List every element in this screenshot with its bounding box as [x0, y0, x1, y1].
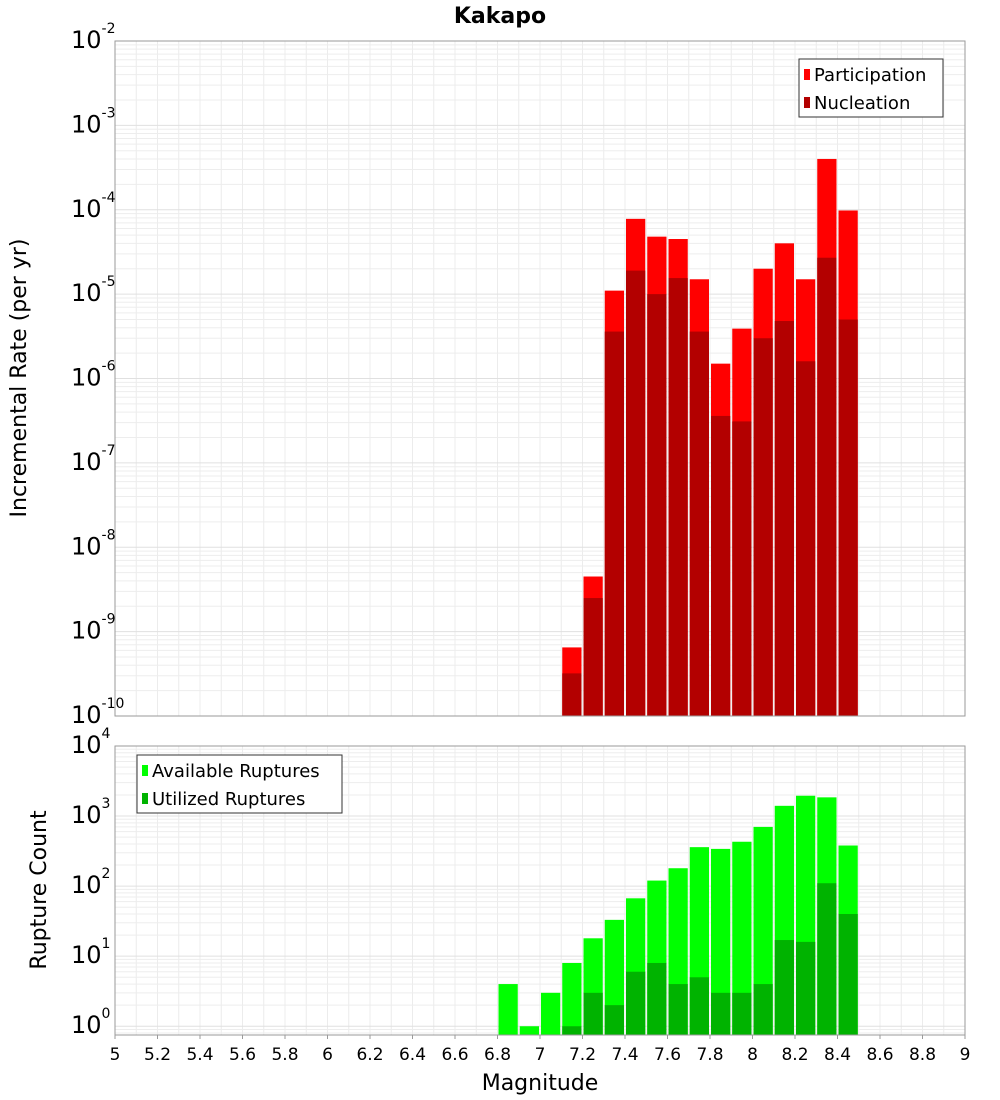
count-bar-utilized-ruptures [583, 992, 603, 1035]
count-bar-utilized-ruptures [732, 992, 752, 1035]
count-y-ticks: 100 101 102 103 104 [71, 726, 111, 1039]
x-tick-label: 8 [747, 1045, 758, 1065]
rate-y-tick-label: 10-7 [71, 443, 116, 476]
rate-plot-frame [114, 40, 966, 717]
count-legend-label: Available Ruptures [152, 761, 320, 782]
x-tick-label: 5.8 [271, 1045, 298, 1065]
count-bar-utilized-ruptures [711, 992, 731, 1035]
count-bar-utilized-ruptures [668, 984, 688, 1035]
rate-legend-swatch [804, 69, 810, 80]
x-tick-label: 7.6 [654, 1045, 681, 1065]
x-tick-label: 7.4 [611, 1045, 638, 1065]
count-bar-available-ruptures [711, 848, 731, 1035]
x-tick-label: 6.6 [441, 1045, 468, 1065]
x-tick-label: 6.4 [399, 1045, 426, 1065]
x-tick-label: 6.8 [484, 1045, 511, 1065]
rate-bars [562, 158, 858, 717]
rate-y-tick-label: 10-9 [71, 612, 116, 645]
count-bar-utilized-ruptures [626, 971, 646, 1035]
chart-title: Kakapo [454, 4, 546, 29]
rate-bar-nucleation [838, 319, 858, 716]
count-bar-utilized-ruptures [796, 941, 816, 1035]
count-legend-label: Utilized Ruptures [152, 789, 305, 810]
x-tick-label: 8.8 [909, 1045, 936, 1065]
rate-y-tick-label: 10-4 [71, 190, 116, 223]
count-bar-available-ruptures [519, 1026, 539, 1035]
x-tick-label: 5.6 [229, 1045, 256, 1065]
rate-legend-label: Participation [814, 65, 926, 86]
x-tick-label: 7 [535, 1045, 546, 1065]
count-bar-utilized-ruptures [838, 914, 858, 1035]
rate-bar-nucleation [647, 294, 667, 716]
rate-panel: 10-10 10-9 10-8 10-7 10-6 10-5 10-4 10-3 10-2 In… [7, 21, 966, 729]
x-tick-label: 6 [322, 1045, 333, 1065]
x-tick-label: 5.2 [144, 1045, 171, 1065]
count-bar-utilized-ruptures [774, 940, 794, 1035]
count-bar-utilized-ruptures [689, 977, 709, 1035]
rate-bar-nucleation [689, 331, 709, 716]
rate-y-tick-label: 10-10 [71, 696, 124, 729]
rate-bar-nucleation [711, 415, 731, 716]
count-bar-available-ruptures [753, 826, 773, 1035]
count-legend: Available Ruptures Utilized Ruptures [136, 754, 343, 814]
count-bar-utilized-ruptures [753, 984, 773, 1035]
count-y-tick-label: 104 [71, 726, 111, 759]
x-tick-label: 8.4 [824, 1045, 851, 1065]
rate-y-tick-label: 10-2 [71, 21, 116, 54]
rate-y-tick-label: 10-8 [71, 527, 116, 560]
rate-bar-nucleation [753, 338, 773, 716]
count-bars [498, 795, 858, 1035]
x-ticks: 5 5.2 5.4 5.6 5.8 6 6.2 6.4 6.6 6.8 7 7.2 7.4 7.6 7.8 8… [110, 1035, 971, 1065]
x-tick-label: 7.2 [569, 1045, 596, 1065]
x-tick-label: 5.4 [186, 1045, 213, 1065]
x-tick-label: 8.6 [866, 1045, 893, 1065]
count-bar-available-ruptures [732, 841, 752, 1035]
rate-grid [114, 40, 966, 717]
rate-legend-box [798, 58, 944, 118]
rate-y-axis-label: Incremental Rate (per yr) [7, 239, 32, 518]
count-y-tick-label: 101 [71, 936, 110, 969]
count-legend-swatch [142, 765, 148, 776]
count-y-axis-label: Rupture Count [27, 810, 52, 970]
rate-bar-nucleation [583, 598, 603, 716]
rate-bar-nucleation [796, 361, 816, 716]
count-y-tick-label: 103 [71, 796, 110, 829]
count-bar-available-ruptures [541, 992, 561, 1035]
rate-y-tick-label: 10-5 [71, 274, 116, 307]
rate-y-tick-label: 10-6 [71, 359, 116, 392]
count-bar-utilized-ruptures [604, 1005, 624, 1035]
rate-legend-swatch [804, 97, 810, 108]
count-bar-utilized-ruptures [817, 883, 837, 1035]
rate-bar-nucleation [626, 270, 646, 716]
x-tick-label: 6.2 [356, 1045, 383, 1065]
rate-bar-nucleation [774, 321, 794, 716]
count-bar-available-ruptures [498, 984, 518, 1035]
rate-y-tick-label: 10-3 [71, 105, 116, 138]
count-bar-utilized-ruptures [647, 962, 667, 1035]
x-tick-label: 7.8 [696, 1045, 723, 1065]
rate-bar-nucleation [732, 421, 752, 716]
count-y-tick-label: 102 [71, 866, 110, 899]
x-axis-label: Magnitude [482, 1071, 599, 1096]
count-legend-swatch [142, 793, 148, 804]
rate-y-ticks: 10-10 10-9 10-8 10-7 10-6 10-5 10-4 10-3 10-2 [71, 21, 124, 729]
rate-legend-label: Nucleation [814, 93, 910, 114]
count-legend-box [136, 754, 343, 814]
x-tick-label: 5 [110, 1045, 121, 1065]
x-tick-label: 8.2 [781, 1045, 808, 1065]
count-bar-utilized-ruptures [562, 1026, 582, 1035]
rate-bar-nucleation [604, 331, 624, 716]
count-y-tick-label: 100 [71, 1006, 110, 1039]
rate-bar-nucleation [817, 257, 837, 716]
rate-bar-nucleation [562, 673, 582, 716]
rate-bar-nucleation [668, 278, 688, 716]
count-bar-available-ruptures [562, 962, 582, 1035]
count-panel: 100 101 102 103 104 5 5.2 5.4 5.6 5.8 6 6.2 6.4 6.6 6… [27, 726, 970, 1096]
x-tick-label: 9 [960, 1045, 971, 1065]
rate-legend: Participation Nucleation [798, 58, 944, 118]
